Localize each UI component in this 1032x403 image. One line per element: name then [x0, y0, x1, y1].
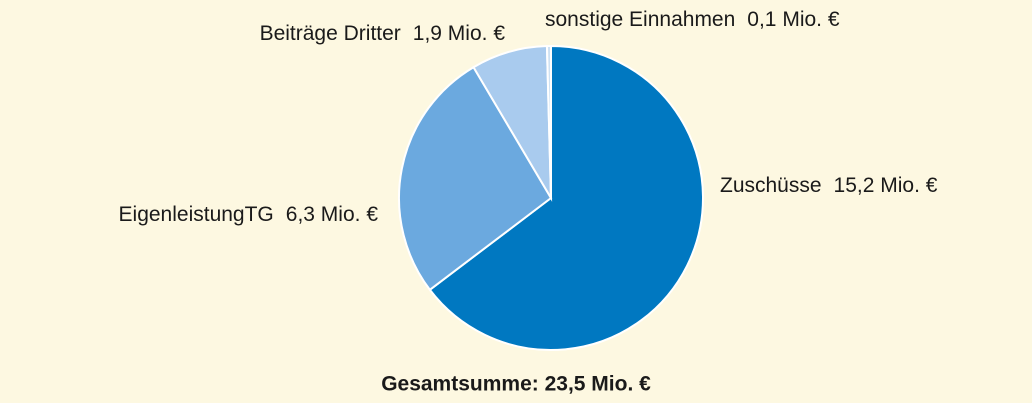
slice-label: EigenleistungTG 6,3 Mio. € [119, 203, 379, 226]
category-name: Beiträge Dritter [260, 22, 401, 45]
category-name: sonstige Einnahmen [545, 8, 735, 31]
pie-slice [545, 44, 552, 199]
pie-slice [398, 65, 553, 292]
slice-label: Beiträge Dritter 1,9 Mio. € [260, 22, 506, 45]
slice-label: sonstige Einnahmen 0,1 Mio. € [545, 8, 840, 31]
category-name: EigenleistungTG [119, 203, 274, 226]
value-label: 0,1 Mio. € [747, 8, 840, 31]
value-label: 1,9 Mio. € [413, 22, 506, 45]
slice-label: Zuschüsse 15,2 Mio. € [720, 174, 938, 197]
total-label: Gesamtsumme: 23,5 Mio. € [381, 373, 651, 396]
value-label: 15,2 Mio. € [834, 174, 938, 197]
category-name: Zuschüsse [720, 174, 822, 197]
value-label: 6,3 Mio. € [286, 203, 379, 226]
pie-slice [428, 44, 704, 351]
